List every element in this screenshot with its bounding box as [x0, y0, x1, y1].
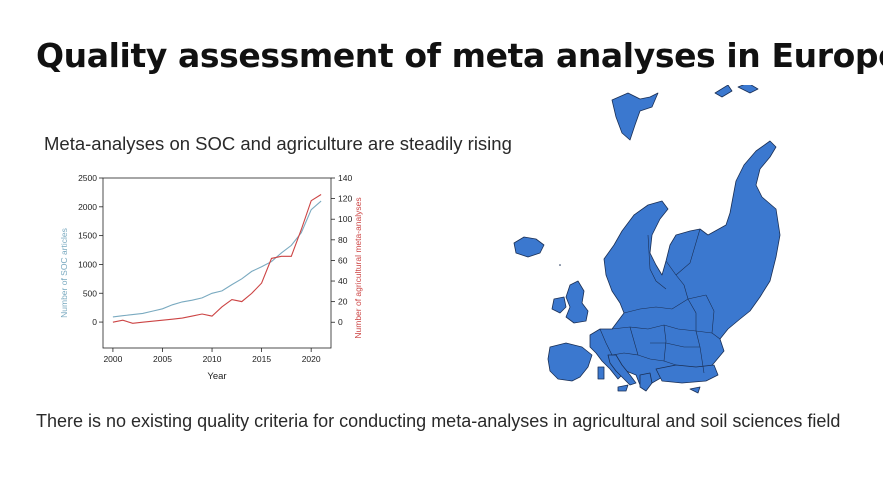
country-border [650, 342, 700, 348]
country-border [663, 324, 667, 362]
y-left-tick-label: 2000 [78, 202, 97, 212]
y-right-tick-label: 40 [338, 276, 348, 286]
europe-map-icon [513, 85, 781, 394]
country-border [675, 228, 701, 276]
x-tick-label: 2005 [153, 354, 172, 364]
y-right-tick-label: 100 [338, 214, 352, 224]
plot-frame [102, 177, 332, 349]
y-right-tick-label: 60 [338, 255, 348, 265]
europe-mainland-shape [589, 140, 781, 386]
cyprus-shape [689, 386, 701, 394]
great-britain-shape [565, 280, 589, 324]
y-axis-left-label: Number of SOC articles [59, 228, 69, 318]
italy-shape [607, 354, 637, 386]
y-left-tick-label: 2500 [78, 173, 97, 183]
y-right-tick-label: 140 [338, 173, 352, 183]
y-left-tick-label: 1500 [78, 231, 97, 241]
y-left-tick-label: 1000 [78, 259, 97, 269]
x-tick-label: 2015 [252, 354, 271, 364]
country-border [705, 294, 721, 340]
arctic-island-shape [737, 85, 759, 94]
country-border [647, 234, 667, 290]
country-border [629, 326, 639, 356]
line-chart: 2000 2005 2010 2015 202005001000150020002500… [59, 173, 363, 382]
country-border [665, 260, 689, 300]
country-border [623, 294, 707, 314]
y-left-tick-label: 0 [92, 317, 97, 327]
ireland-shape [551, 296, 567, 314]
x-tick-label: 2010 [203, 354, 222, 364]
slide-footer: There is no existing quality criteria fo… [36, 411, 841, 431]
soc-articles-line [112, 200, 322, 318]
y-right-tick-label: 20 [338, 297, 348, 307]
y-right-tick-label: 80 [338, 235, 348, 245]
turkey-shape [655, 364, 719, 384]
sicily-shape [617, 384, 629, 392]
meta-analyses-line [112, 194, 322, 324]
y-right-tick-label: 120 [338, 194, 352, 204]
country-border [599, 328, 677, 366]
x-tick-label: 2000 [103, 354, 122, 364]
slide-title: Quality assessment of meta analyses in E… [36, 36, 883, 75]
country-border [687, 298, 697, 331]
slide-subtitle: Meta-analyses on SOC and agriculture are… [44, 133, 512, 154]
iberia-shape [547, 342, 593, 382]
iceland-shape [513, 236, 545, 258]
island-dot [559, 264, 561, 266]
y-axis-right-label: Number of agricultural meta-analyses [353, 197, 363, 338]
arctic-island-shape [714, 85, 733, 98]
y-right-tick-label: 0 [338, 317, 343, 327]
svalbard-shape [611, 92, 659, 141]
greece-shape [639, 372, 653, 392]
y-left-tick-label: 500 [83, 288, 97, 298]
x-axis-label: Year [207, 371, 226, 382]
x-tick-label: 2020 [302, 354, 321, 364]
sardinia-shape [597, 366, 605, 380]
